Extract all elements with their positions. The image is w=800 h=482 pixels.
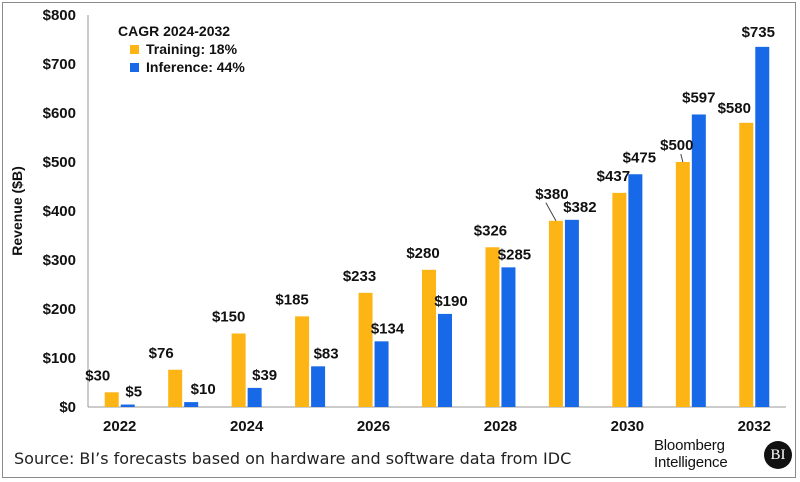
inference-bar (501, 267, 516, 407)
inference-data-label: $190 (434, 293, 467, 310)
legend-title: CAGR 2024-2032 (118, 23, 230, 39)
inference-bar (120, 404, 135, 407)
legend-label-training: Training: 18% (146, 41, 238, 57)
training-bar (104, 392, 119, 407)
training-bar (231, 333, 246, 407)
inference-bar (691, 114, 706, 407)
y-tick-label: $800 (43, 7, 76, 24)
inference-bar (184, 402, 199, 407)
y-tick-label: $300 (43, 252, 76, 269)
training-data-label: $580 (718, 100, 751, 117)
y-tick-label: $0 (59, 399, 76, 416)
training-bar (295, 316, 310, 407)
brand-line-2: Intelligence (654, 454, 728, 471)
inference-data-label: $5 (125, 384, 142, 401)
training-data-label: $437 (597, 168, 630, 185)
training-data-label: $500 (660, 137, 693, 154)
inference-data-label: $10 (191, 381, 216, 398)
inference-bar (374, 341, 389, 407)
y-axis-title: Revenue ($B) (9, 166, 25, 255)
y-tick-label: $600 (43, 105, 76, 122)
leader-line (545, 202, 557, 222)
training-data-label: $326 (474, 222, 507, 239)
y-tick-label: $500 (43, 154, 76, 171)
x-tick-label: 2024 (230, 418, 264, 435)
training-bar (612, 192, 627, 407)
training-data-label: $380 (535, 186, 568, 203)
x-tick-label: 2030 (611, 418, 644, 435)
brand-line-1: Bloomberg (654, 437, 725, 454)
training-data-label: $76 (149, 345, 174, 362)
legend-swatch-training (130, 45, 139, 54)
training-bar (485, 247, 500, 407)
training-data-label: $233 (343, 268, 376, 285)
training-data-label: $150 (212, 309, 245, 326)
y-tick-label: $100 (43, 350, 76, 367)
training-bar (739, 122, 754, 408)
x-tick-label: 2026 (357, 418, 390, 435)
legend-swatch-inference (130, 63, 139, 72)
x-tick-label: 2022 (103, 418, 136, 435)
inference-bar (564, 219, 579, 407)
training-data-label: $280 (406, 245, 439, 262)
training-bar (675, 162, 690, 407)
training-data-label: $185 (275, 291, 308, 308)
training-bar (422, 269, 436, 407)
inference-bar (628, 174, 643, 407)
inference-data-label: $735 (742, 24, 775, 41)
source-note: Source: BI’s forecasts based on hardware… (14, 449, 572, 468)
training-bar (358, 292, 373, 407)
inference-data-label: $83 (314, 345, 339, 362)
inference-data-label: $597 (682, 89, 715, 106)
inference-bar (247, 387, 262, 407)
inference-bar (755, 46, 770, 407)
legend-label-inference: Inference: 44% (146, 59, 245, 75)
inference-data-label: $475 (623, 149, 656, 166)
x-tick-label: 2032 (738, 418, 771, 435)
inference-bar (311, 366, 326, 407)
training-bar (548, 220, 563, 407)
inference-bar (438, 313, 452, 407)
y-tick-label: $200 (43, 301, 76, 318)
training-bar (168, 369, 183, 407)
brand-logo: Bloomberg Intelligence BI (654, 437, 794, 475)
y-tick-label: $700 (43, 56, 76, 73)
inference-data-label: $382 (563, 199, 596, 216)
inference-data-label: $39 (252, 367, 277, 384)
training-data-label: $30 (85, 367, 110, 384)
leader-line (680, 153, 684, 163)
x-tick-label: 2028 (484, 418, 517, 435)
inference-data-label: $285 (498, 246, 531, 263)
brand-wordmark: Bloomberg Intelligence (654, 437, 728, 471)
inference-data-label: $134 (371, 320, 405, 337)
brand-badge-icon: BI (764, 441, 792, 469)
y-tick-label: $400 (43, 203, 76, 220)
